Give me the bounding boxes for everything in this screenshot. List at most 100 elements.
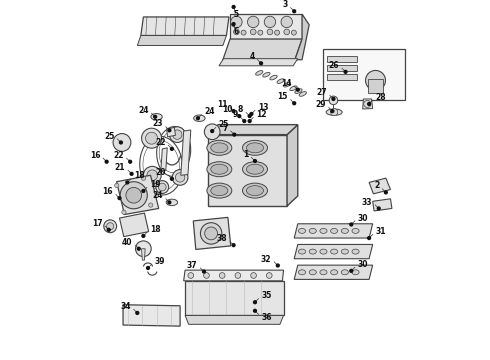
Circle shape	[120, 141, 122, 144]
Circle shape	[350, 223, 353, 226]
Circle shape	[154, 115, 157, 118]
Ellipse shape	[309, 270, 317, 275]
Ellipse shape	[352, 249, 359, 254]
Text: 12: 12	[256, 110, 267, 119]
Circle shape	[332, 98, 335, 100]
Circle shape	[248, 114, 251, 117]
Ellipse shape	[207, 140, 232, 155]
Circle shape	[231, 16, 242, 28]
Ellipse shape	[211, 143, 228, 153]
Circle shape	[350, 269, 353, 272]
Circle shape	[204, 273, 209, 278]
Text: 11: 11	[217, 100, 227, 109]
Polygon shape	[373, 199, 392, 211]
Circle shape	[104, 220, 117, 233]
Polygon shape	[294, 244, 373, 259]
Text: 16: 16	[102, 187, 113, 196]
Text: 28: 28	[375, 93, 386, 102]
Circle shape	[251, 273, 256, 278]
Circle shape	[142, 176, 146, 180]
Ellipse shape	[246, 143, 264, 153]
Polygon shape	[287, 125, 298, 206]
Text: 15: 15	[277, 92, 288, 101]
Circle shape	[331, 110, 334, 113]
Ellipse shape	[331, 249, 338, 254]
Circle shape	[241, 30, 246, 35]
Polygon shape	[185, 281, 284, 315]
Text: 1: 1	[244, 150, 248, 159]
Circle shape	[331, 109, 338, 116]
Circle shape	[296, 88, 299, 91]
Circle shape	[260, 62, 263, 65]
Text: 23: 23	[152, 120, 163, 129]
Circle shape	[253, 301, 256, 303]
Ellipse shape	[320, 249, 327, 254]
Text: 21: 21	[115, 163, 125, 172]
Circle shape	[248, 120, 251, 122]
Circle shape	[234, 29, 239, 35]
Ellipse shape	[320, 228, 327, 233]
Polygon shape	[161, 148, 167, 171]
Circle shape	[233, 133, 236, 136]
Circle shape	[168, 201, 171, 204]
Circle shape	[156, 181, 169, 193]
Circle shape	[136, 241, 151, 257]
Polygon shape	[208, 125, 298, 135]
Circle shape	[142, 128, 162, 148]
Polygon shape	[208, 135, 287, 206]
Polygon shape	[219, 59, 298, 66]
Circle shape	[120, 182, 147, 209]
Text: 20: 20	[155, 168, 166, 177]
Text: 24: 24	[152, 192, 163, 201]
Circle shape	[250, 29, 256, 35]
Circle shape	[220, 273, 225, 278]
Circle shape	[136, 311, 139, 314]
Polygon shape	[141, 17, 229, 36]
Circle shape	[243, 120, 245, 122]
Polygon shape	[120, 213, 149, 237]
Text: 2: 2	[374, 181, 379, 190]
Ellipse shape	[246, 186, 264, 195]
Circle shape	[253, 159, 256, 162]
Text: 36: 36	[261, 313, 272, 322]
Circle shape	[171, 177, 173, 180]
Bar	[323, 49, 405, 100]
Ellipse shape	[326, 109, 342, 115]
Polygon shape	[230, 14, 302, 39]
Ellipse shape	[298, 270, 306, 275]
Ellipse shape	[309, 228, 317, 233]
Text: 38: 38	[217, 234, 227, 243]
Circle shape	[188, 273, 194, 278]
Polygon shape	[193, 217, 231, 249]
Circle shape	[172, 170, 188, 185]
Circle shape	[122, 210, 126, 214]
Circle shape	[232, 244, 235, 247]
Circle shape	[107, 223, 114, 230]
Ellipse shape	[283, 82, 291, 87]
Circle shape	[113, 134, 131, 152]
Circle shape	[168, 129, 171, 132]
Circle shape	[130, 172, 133, 175]
Text: 26: 26	[329, 61, 339, 70]
Text: 8: 8	[238, 105, 243, 114]
Circle shape	[126, 181, 129, 184]
Polygon shape	[142, 249, 145, 260]
Ellipse shape	[298, 249, 306, 254]
Text: 16: 16	[90, 151, 100, 160]
Text: 18: 18	[150, 225, 160, 234]
Polygon shape	[137, 36, 226, 45]
Ellipse shape	[341, 249, 348, 254]
Circle shape	[211, 130, 214, 132]
Text: 30: 30	[358, 213, 368, 222]
Ellipse shape	[352, 270, 359, 275]
Text: 4: 4	[249, 53, 255, 62]
Circle shape	[368, 103, 370, 105]
Circle shape	[118, 197, 121, 199]
Polygon shape	[117, 175, 159, 215]
Text: 40: 40	[122, 238, 132, 247]
Ellipse shape	[299, 92, 306, 96]
Text: 25: 25	[104, 131, 115, 140]
Circle shape	[200, 223, 222, 244]
Circle shape	[293, 10, 295, 13]
Circle shape	[158, 183, 166, 191]
